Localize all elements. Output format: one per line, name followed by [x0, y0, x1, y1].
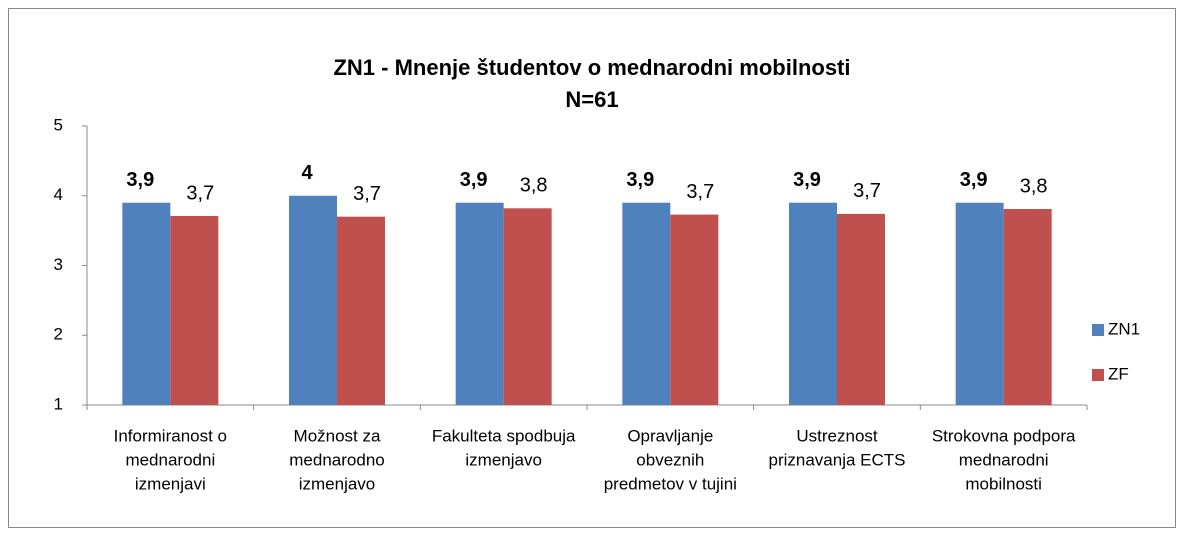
value-label: 3,9 [460, 169, 488, 191]
bar [122, 202, 171, 405]
value-label: 3,9 [626, 169, 654, 191]
bar [955, 202, 1004, 405]
x-tick-label: izmenjavi [135, 474, 206, 493]
bar [670, 214, 719, 405]
value-label: 3,8 [520, 175, 548, 197]
y-tick-label: 2 [54, 325, 63, 344]
x-tick-label: Fakulteta spodbuja [432, 426, 576, 445]
value-label: 3,7 [353, 183, 381, 205]
bar [455, 202, 504, 405]
bar [289, 195, 337, 405]
bar [337, 216, 385, 405]
value-label: 3,9 [960, 169, 988, 191]
x-tick-label: Ustreznost [796, 426, 878, 445]
bar [1003, 209, 1052, 405]
legend-swatch [1092, 369, 1104, 381]
x-tick-label: Opravljanje [627, 426, 713, 445]
bar [837, 213, 885, 405]
x-tick-label: mednarodno [289, 450, 384, 469]
x-tick-label: mednarodni [959, 450, 1049, 469]
legend-label: ZN1 [1108, 319, 1140, 338]
bar [622, 202, 671, 405]
legend-swatch [1092, 324, 1104, 336]
value-label: 3,7 [186, 182, 214, 204]
y-tick-label: 3 [54, 255, 63, 274]
value-label: 3,9 [126, 169, 154, 191]
legend-label: ZF [1108, 364, 1129, 383]
y-tick-label: 5 [54, 115, 63, 134]
x-tick-label: Informiranost o [114, 426, 227, 445]
value-label: 3,9 [793, 169, 821, 191]
x-tick-label: izmenjavo [299, 474, 376, 493]
x-tick-label: izmenjavo [465, 450, 542, 469]
chart-title: ZN1 - Mnenje študentov o mednarodni mobi… [333, 55, 850, 80]
x-tick-label: mobilnosti [965, 474, 1042, 493]
x-tick-label: mednarodni [125, 450, 215, 469]
x-tick-label: predmetov v tujini [604, 474, 737, 493]
value-label: 3,7 [686, 181, 714, 203]
x-tick-label: Možnost za [294, 426, 381, 445]
value-label: 3,7 [853, 180, 881, 202]
value-label: 4 [301, 162, 313, 184]
value-label: 3,8 [1020, 175, 1048, 197]
y-tick-label: 4 [54, 185, 63, 204]
bar [503, 208, 552, 405]
bar [789, 202, 837, 405]
bar [170, 215, 219, 405]
x-tick-label: obveznih [636, 450, 704, 469]
y-tick-label: 1 [54, 394, 63, 413]
x-tick-label: priznavanja ECTS [768, 450, 905, 469]
x-tick-label: Strokovna podpora [932, 426, 1076, 445]
chart-subtitle: N=61 [565, 87, 618, 112]
